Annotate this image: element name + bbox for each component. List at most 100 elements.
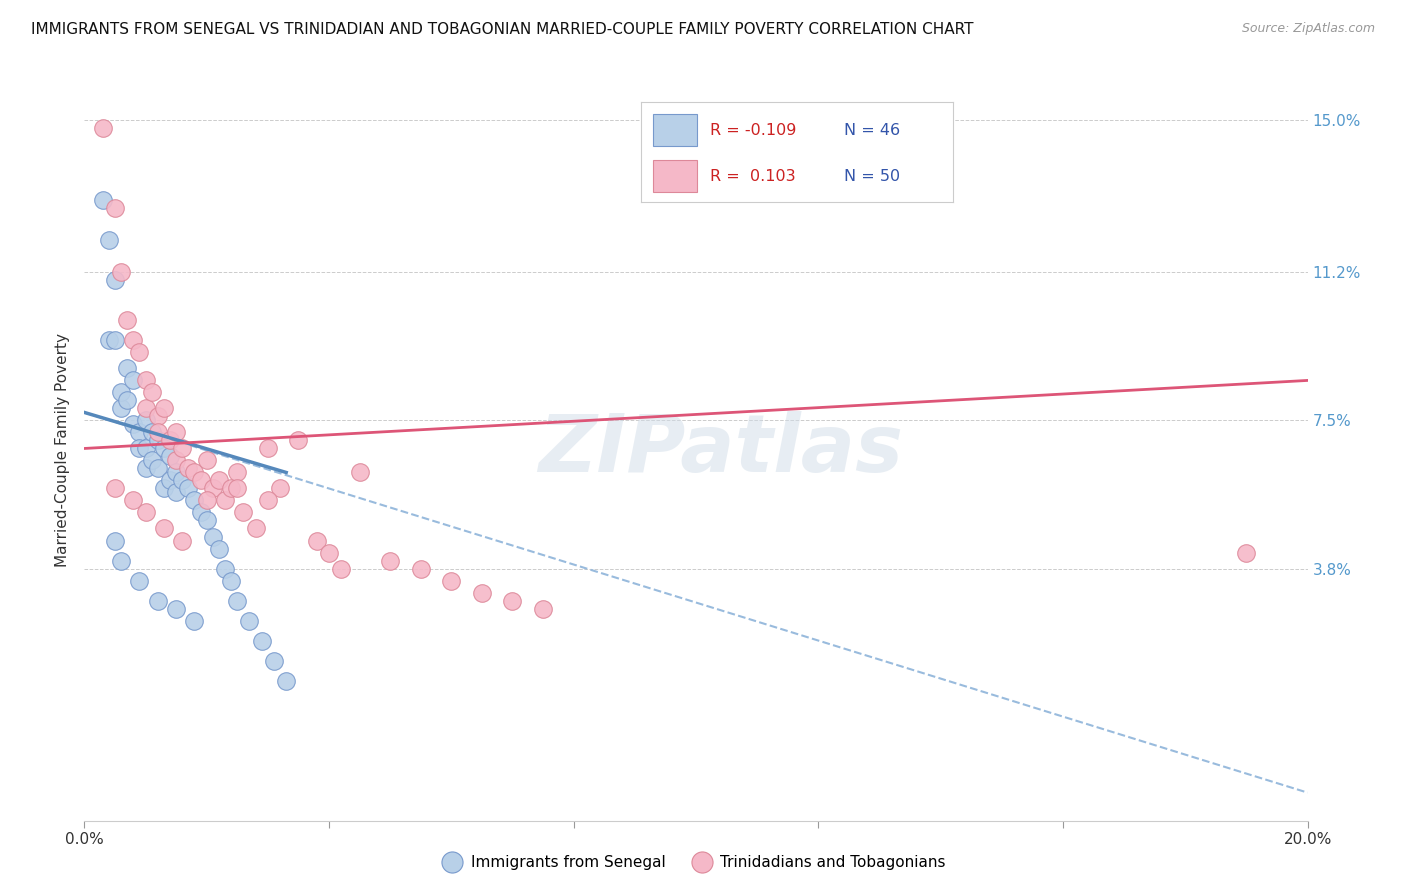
Point bbox=[214, 561, 236, 575]
Point bbox=[128, 574, 150, 588]
Point bbox=[135, 461, 157, 475]
Point bbox=[122, 334, 145, 348]
Point bbox=[219, 574, 242, 588]
Point bbox=[146, 593, 169, 607]
Point bbox=[287, 434, 309, 448]
Point bbox=[128, 442, 150, 456]
Point bbox=[115, 361, 138, 376]
Text: Source: ZipAtlas.com: Source: ZipAtlas.com bbox=[1241, 22, 1375, 36]
Point bbox=[195, 493, 218, 508]
Point bbox=[141, 385, 163, 400]
Point bbox=[531, 601, 554, 615]
Point bbox=[380, 553, 402, 567]
Point bbox=[97, 233, 120, 247]
Point bbox=[104, 202, 127, 216]
Point bbox=[165, 425, 187, 440]
Point bbox=[135, 413, 157, 427]
Point bbox=[440, 574, 463, 588]
Point bbox=[141, 425, 163, 440]
Point bbox=[104, 533, 127, 548]
Point bbox=[250, 633, 273, 648]
Point bbox=[135, 401, 157, 416]
Point bbox=[165, 601, 187, 615]
Text: IMMIGRANTS FROM SENEGAL VS TRINIDADIAN AND TOBAGONIAN MARRIED-COUPLE FAMILY POVE: IMMIGRANTS FROM SENEGAL VS TRINIDADIAN A… bbox=[31, 22, 973, 37]
Point bbox=[97, 334, 120, 348]
Point bbox=[135, 506, 157, 520]
Point bbox=[122, 493, 145, 508]
Point bbox=[172, 474, 194, 488]
Text: ZIPatlas: ZIPatlas bbox=[538, 411, 903, 490]
Point bbox=[257, 493, 280, 508]
Point bbox=[146, 425, 169, 440]
Point bbox=[91, 121, 114, 136]
Point bbox=[276, 673, 298, 688]
Point bbox=[153, 482, 176, 496]
Point bbox=[165, 485, 187, 500]
Point bbox=[245, 521, 267, 535]
Point bbox=[146, 461, 169, 475]
Point bbox=[104, 482, 127, 496]
Point bbox=[471, 585, 494, 599]
Legend: Immigrants from Senegal, Trinidadians and Tobagonians: Immigrants from Senegal, Trinidadians an… bbox=[440, 848, 952, 876]
Point bbox=[226, 482, 249, 496]
Point bbox=[115, 313, 138, 327]
Point bbox=[135, 373, 157, 387]
Point bbox=[318, 545, 340, 559]
Point bbox=[104, 273, 127, 287]
Point bbox=[183, 493, 205, 508]
Point bbox=[159, 450, 181, 464]
Point bbox=[146, 434, 169, 448]
Point bbox=[122, 373, 145, 387]
Point bbox=[104, 334, 127, 348]
Point bbox=[153, 401, 176, 416]
Point bbox=[172, 442, 194, 456]
Point bbox=[110, 401, 132, 416]
Point bbox=[128, 345, 150, 359]
Point bbox=[232, 506, 254, 520]
Point bbox=[208, 474, 231, 488]
Point bbox=[146, 409, 169, 424]
Point bbox=[110, 553, 132, 567]
Point bbox=[183, 466, 205, 480]
Point bbox=[263, 654, 285, 668]
Point bbox=[110, 385, 132, 400]
Point bbox=[409, 561, 432, 575]
Point bbox=[165, 466, 187, 480]
Point bbox=[122, 417, 145, 432]
Point bbox=[349, 466, 371, 480]
Point bbox=[177, 482, 200, 496]
Point bbox=[165, 453, 187, 467]
Point bbox=[219, 482, 242, 496]
Point bbox=[208, 541, 231, 556]
Point bbox=[238, 614, 260, 628]
Point bbox=[195, 453, 218, 467]
Point bbox=[305, 533, 328, 548]
Point bbox=[226, 593, 249, 607]
Point bbox=[201, 529, 224, 543]
Point bbox=[153, 442, 176, 456]
Point bbox=[128, 425, 150, 440]
Point bbox=[91, 194, 114, 208]
Point bbox=[177, 461, 200, 475]
Point bbox=[330, 561, 353, 575]
Point bbox=[502, 593, 524, 607]
Point bbox=[195, 514, 218, 528]
Point bbox=[214, 493, 236, 508]
Point bbox=[201, 482, 224, 496]
Y-axis label: Married-Couple Family Poverty: Married-Couple Family Poverty bbox=[55, 334, 70, 567]
Point bbox=[257, 442, 280, 456]
Point bbox=[159, 474, 181, 488]
Point bbox=[190, 474, 212, 488]
Point bbox=[159, 434, 181, 448]
Point bbox=[269, 482, 291, 496]
Point bbox=[115, 393, 138, 408]
Point bbox=[172, 533, 194, 548]
Point bbox=[1236, 545, 1258, 559]
Point bbox=[110, 265, 132, 279]
Point bbox=[141, 453, 163, 467]
Point bbox=[135, 442, 157, 456]
Point bbox=[153, 521, 176, 535]
Point bbox=[183, 614, 205, 628]
Point bbox=[190, 506, 212, 520]
Point bbox=[226, 466, 249, 480]
